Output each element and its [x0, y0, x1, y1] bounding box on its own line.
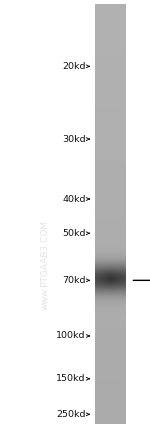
Text: 250kd: 250kd [56, 410, 86, 419]
Text: 70kd: 70kd [62, 276, 86, 285]
Text: 40kd: 40kd [62, 194, 86, 204]
Text: 100kd: 100kd [56, 331, 86, 341]
Text: 20kd: 20kd [62, 62, 86, 71]
Text: 50kd: 50kd [62, 229, 86, 238]
Text: 30kd: 30kd [62, 134, 86, 144]
Text: www.PTGAAB3.COM: www.PTGAAB3.COM [40, 220, 50, 310]
Text: 150kd: 150kd [56, 374, 86, 383]
